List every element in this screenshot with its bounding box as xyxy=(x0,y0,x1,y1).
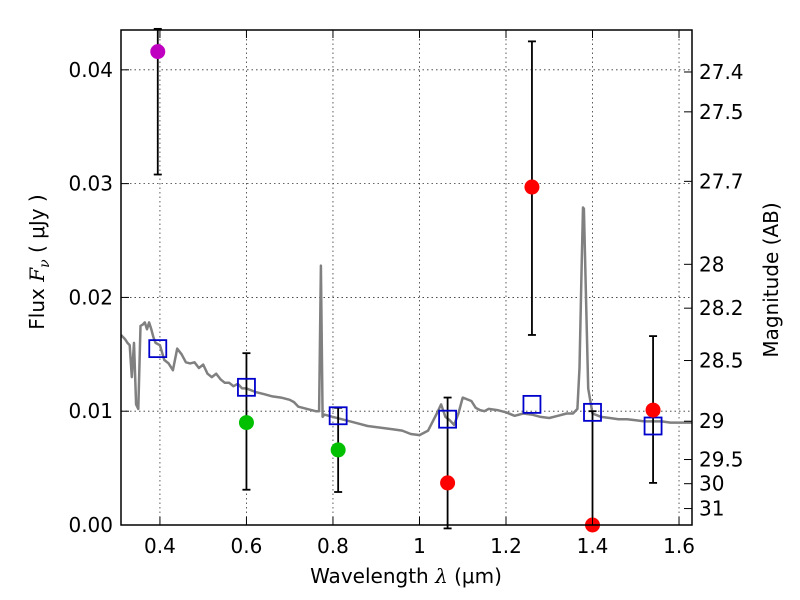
template-spectrum-line xyxy=(121,206,692,437)
axis-ticks: 0.4 0.6 0.8 1 1.2 1.4 1.6 0.00 0.01 0.02 0.03 0.04 2… xyxy=(68,30,744,558)
x-tick-label: 1.4 xyxy=(577,534,609,558)
mag-tick-label: 31 xyxy=(699,497,724,521)
mag-tick-label: 29.5 xyxy=(699,448,744,472)
model-point xyxy=(583,402,602,422)
mag-tick-label: 27.5 xyxy=(699,100,744,124)
mag-tick-label: 27.7 xyxy=(699,169,744,193)
series-group xyxy=(121,206,692,437)
x-tick-label: 1.6 xyxy=(663,534,695,558)
x-tick-label: 0.8 xyxy=(317,534,349,558)
observed-point xyxy=(645,402,661,418)
model-point xyxy=(522,394,542,414)
model-point xyxy=(237,377,256,397)
x-axis-title: Wavelength λ (μm) xyxy=(310,564,502,588)
y-tick-label: 0.00 xyxy=(68,513,113,537)
observed-point xyxy=(524,179,540,195)
mag-tick-label: 30 xyxy=(699,472,724,496)
observed-point xyxy=(330,442,346,458)
observed-point xyxy=(440,475,456,491)
x-tick-label: 1 xyxy=(413,534,426,558)
y-axis-title: Flux Fν ( μJy ) xyxy=(25,194,53,329)
x-tick-label: 0.4 xyxy=(144,534,176,558)
y-tick-label: 0.02 xyxy=(68,285,113,309)
model-point xyxy=(328,406,348,426)
right-axis-title: Magnitude (AB) xyxy=(759,202,783,357)
x-tick-label: 0.6 xyxy=(231,534,263,558)
axes-frame xyxy=(120,29,693,526)
observed-point xyxy=(238,415,254,431)
y-tick-label: 0.03 xyxy=(68,172,113,196)
grid xyxy=(121,30,692,526)
y-tick-label: 0.01 xyxy=(68,399,113,423)
plot-area xyxy=(121,27,692,533)
mag-tick-label: 28.2 xyxy=(699,296,744,320)
model-point xyxy=(148,339,168,359)
x-tick-label: 1.2 xyxy=(490,534,522,558)
model-point xyxy=(438,409,457,429)
mag-tick-label: 28 xyxy=(699,252,724,276)
mag-tick-label: 27.4 xyxy=(699,60,744,84)
y-tick-label: 0.04 xyxy=(68,58,113,82)
mag-tick-label: 29 xyxy=(699,409,724,433)
observed-point xyxy=(150,44,166,60)
mag-tick-label: 28.5 xyxy=(699,349,744,373)
